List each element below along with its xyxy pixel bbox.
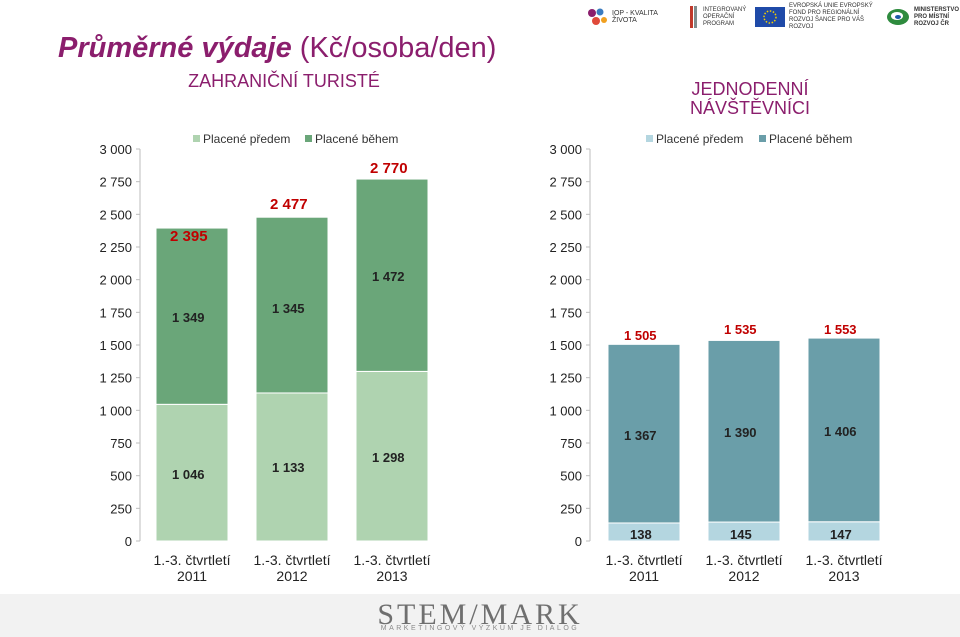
value-label-during: 1 472 [372, 269, 405, 284]
footer: STEM/MARK MARKETINGOVÝ VÝZKUM JE DIALOG [0, 594, 960, 637]
logo-op: INTEGROVANÝ OPERAČNÍ PROGRAM [690, 6, 747, 28]
x-tick-label-line2: 2011 [629, 568, 659, 584]
logo-eu: EVROPSKÁ UNIE EVROPSKÝ FOND PRO REGIONÁL… [755, 3, 877, 30]
y-tick-label: 1 000 [99, 403, 132, 418]
legend-label: Placené předem [656, 132, 743, 146]
x-tick-label-line1: 1.-3. čtvrtletí [605, 552, 682, 568]
bar-segment-during [807, 337, 881, 523]
x-tick-label-line2: 2013 [376, 568, 407, 584]
total-label: 1 553 [824, 322, 857, 337]
bar-segment-during [355, 178, 429, 372]
title-main: Průměrné výdaje [58, 32, 292, 64]
y-tick-label: 500 [110, 469, 132, 484]
total-label: 1 535 [724, 322, 757, 337]
footer-tagline: MARKETINGOVÝ VÝZKUM JE DIALOG [380, 625, 580, 632]
x-tick-label-line1: 1.-3. čtvrtletí [805, 552, 882, 568]
y-tick-label: 3 000 [549, 142, 582, 157]
y-tick-label: 750 [110, 436, 132, 451]
y-tick-label: 1 000 [549, 403, 582, 418]
x-tick-label-line1: 1.-3. čtvrtletí [353, 552, 430, 568]
value-label-before: 1 298 [372, 450, 405, 465]
x-tick-label-line1: 1.-3. čtvrtletí [153, 552, 230, 568]
x-tick-label-line2: 2012 [728, 568, 759, 584]
value-label-before: 138 [630, 527, 652, 542]
logo-mmr: MINISTERSTVO PRO MÍSTNÍ ROZVOJ ČR [885, 6, 960, 28]
y-tick-label: 250 [110, 501, 132, 516]
page-title: Průměrné výdaje (Kč/osoba/den) [58, 32, 496, 65]
logo-mmr-text: MINISTERSTVO PRO MÍSTNÍ ROZVOJ ČR [914, 6, 960, 27]
x-tick-label-line2: 2012 [276, 568, 307, 584]
legend-label: Placené během [315, 132, 398, 146]
bar-segment-before [355, 370, 429, 542]
logo-op-text: INTEGROVANÝ OPERAČNÍ PROGRAM [703, 6, 747, 27]
title-unit: (Kč/osoba/den) [299, 32, 497, 64]
total-label: 1 505 [624, 328, 657, 343]
y-tick-label: 500 [560, 469, 582, 484]
bar-segment-during [155, 227, 229, 405]
value-label-during: 1 345 [272, 301, 305, 316]
total-label: 2 395 [170, 228, 208, 245]
legend-label: Placené předem [203, 132, 290, 146]
logo-iop: IOP - KVALITA ŽIVOTA [587, 6, 682, 28]
logo-eu-text: EVROPSKÁ UNIE EVROPSKÝ FOND PRO REGIONÁL… [789, 3, 873, 30]
y-tick-label: 0 [125, 534, 132, 549]
legend-swatch [305, 135, 312, 142]
mmr-swirl-icon [887, 9, 909, 25]
y-tick-label: 2 000 [549, 273, 582, 288]
y-tick-label: 2 750 [99, 175, 132, 190]
y-tick-label: 2 500 [99, 207, 132, 222]
value-label-before: 1 046 [172, 467, 205, 482]
footer-brand: STEM/MARK [377, 598, 583, 631]
value-label-before: 147 [830, 527, 852, 542]
y-tick-label: 2 000 [99, 273, 132, 288]
y-tick-label: 1 250 [549, 371, 582, 386]
y-tick-label: 750 [560, 436, 582, 451]
y-tick-label: 2 500 [549, 207, 582, 222]
value-label-before: 1 133 [272, 460, 305, 475]
y-tick-label: 3 000 [99, 142, 132, 157]
y-tick-label: 2 250 [99, 240, 132, 255]
value-label-before: 145 [730, 527, 752, 542]
bar-segment-before [155, 403, 229, 542]
eu-flag-icon [755, 7, 785, 27]
bar-segment-before [255, 392, 329, 542]
right-chart-title: JEDNODENNÍ NÁVŠTĚVNÍCI [689, 79, 811, 118]
logo-strip: IOP - KVALITA ŽIVOTA INTEGROVANÝ OPERAČN… [587, 3, 960, 30]
value-label-during: 1 390 [724, 425, 757, 440]
y-tick-label: 1 500 [99, 338, 132, 353]
left-chart-title: ZAHRANIČNÍ TURISTÉ [188, 71, 380, 91]
bar-segment-during [707, 339, 781, 523]
legend-swatch [193, 135, 200, 142]
legend-swatch [759, 135, 766, 142]
y-tick-label: 2 250 [549, 240, 582, 255]
y-tick-label: 1 500 [549, 338, 582, 353]
x-tick-label-line2: 2013 [828, 568, 859, 584]
chart-foreign-tourists: 0 250 500 750 1 000 1 250 1 500 1 750 2 000 2 250… [99, 132, 430, 584]
x-tick-label-line2: 2011 [177, 568, 207, 584]
x-tick-label-line1: 1.-3. čtvrtletí [705, 552, 782, 568]
y-tick-label: 1 250 [99, 371, 132, 386]
value-label-during: 1 406 [824, 424, 857, 439]
y-tick-label: 0 [575, 534, 582, 549]
value-label-during: 1 349 [172, 310, 205, 325]
op-stripes-icon [690, 6, 697, 28]
y-tick-label: 2 750 [549, 175, 582, 190]
value-label-during: 1 367 [624, 428, 657, 443]
chart-day-visitors: 0 250 500 750 1 000 1 250 1 500 1 750 2 000 2 250… [549, 132, 882, 584]
legend-swatch [646, 135, 653, 142]
bar-segment-during [255, 216, 329, 394]
bar-segment-during [607, 343, 681, 524]
x-tick-label-line1: 1.-3. čtvrtletí [253, 552, 330, 568]
iop-dots-icon [588, 8, 607, 25]
y-tick-label: 1 750 [99, 305, 132, 320]
y-tick-label: 250 [560, 501, 582, 516]
logo-iop-text: IOP - KVALITA ŽIVOTA [612, 10, 658, 24]
total-label: 2 770 [370, 160, 408, 177]
legend-label: Placené během [769, 132, 852, 146]
y-tick-label: 1 750 [549, 305, 582, 320]
total-label: 2 477 [270, 196, 308, 213]
